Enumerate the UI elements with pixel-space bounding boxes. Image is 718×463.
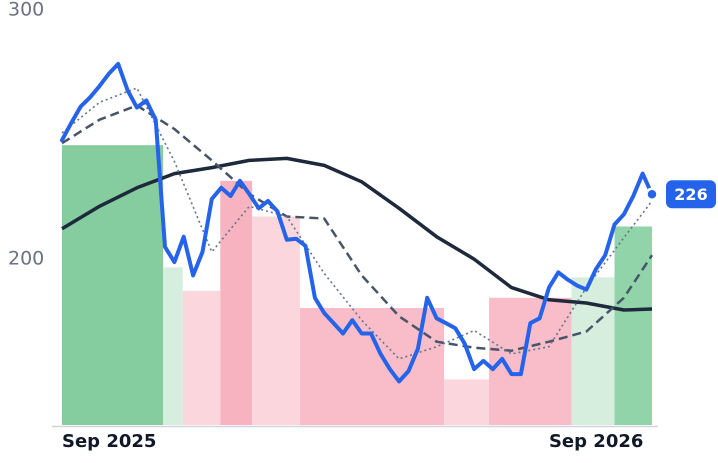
moving-average [61,104,654,352]
band [182,290,221,425]
last-value-label: 226 [674,185,707,204]
y-tick-label: 300 [8,0,44,20]
band [252,216,300,425]
band [220,180,253,425]
band [444,379,490,425]
bands [62,145,652,425]
band [163,267,183,425]
last-point [645,187,659,202]
price-line [60,61,654,384]
y-tick-label: 200 [8,248,44,270]
band [62,145,164,425]
x-tick-label: Sep 2026 [549,431,643,452]
band [614,226,652,425]
x-tick-label: Sep 2025 [62,431,156,452]
band [571,277,615,425]
value-badge [666,180,716,209]
